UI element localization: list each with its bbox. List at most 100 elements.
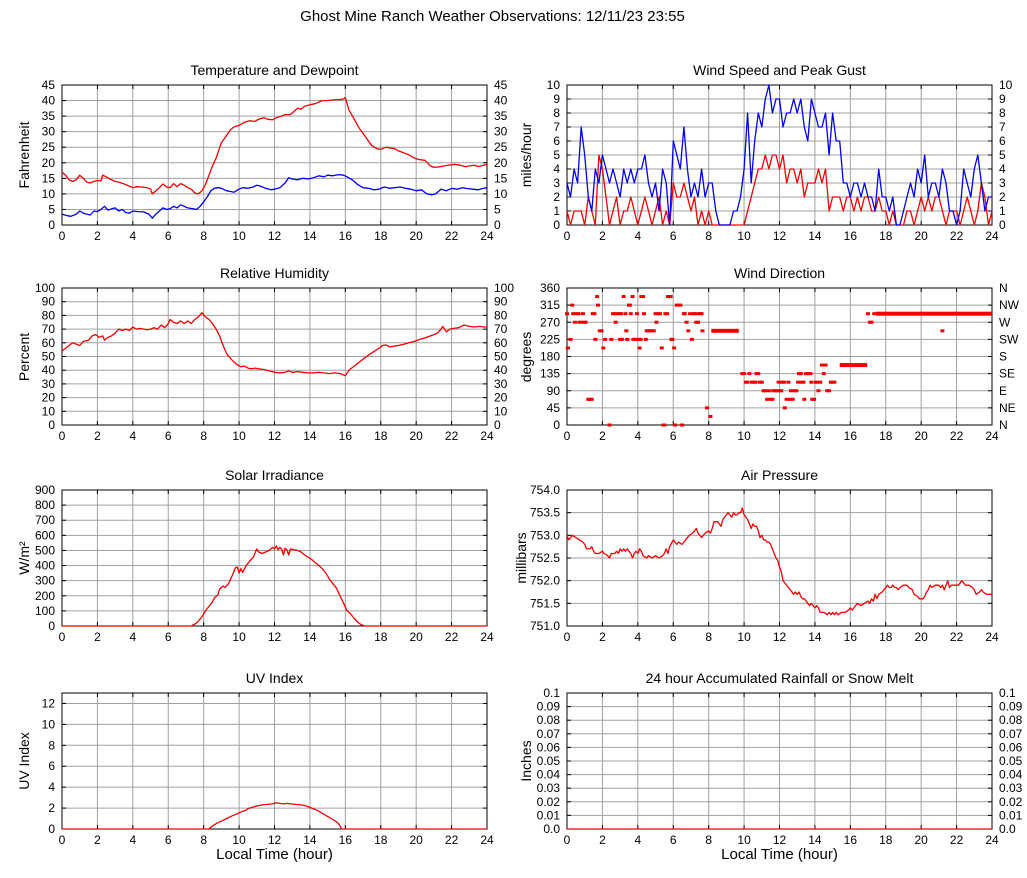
y-tick-label: 5: [553, 148, 560, 162]
y-tick-label: 2: [553, 190, 560, 204]
wind-direction-dot: [699, 312, 704, 316]
y-tick-label: 0: [48, 619, 55, 633]
y-tick-label: 10: [42, 717, 56, 731]
wind-direction-dot: [790, 397, 795, 401]
wind-direction-dot: [627, 303, 632, 307]
wind-direction-dot: [595, 303, 600, 307]
chart-title-temperature-dewpoint: Temperature and Dewpoint: [190, 62, 359, 78]
y-tick-label: 4: [553, 162, 560, 176]
wind-direction-dot: [747, 372, 752, 376]
y-tick-label-right: 7: [999, 120, 1006, 134]
y-tick-label: 751.0: [530, 619, 560, 633]
y-tick-label-right: 90: [494, 295, 508, 309]
x-tick-label: 10: [737, 429, 751, 443]
wind-direction-dot: [641, 295, 646, 299]
x-tick-label: 20: [914, 630, 928, 644]
x-tick-label: 12: [268, 833, 282, 847]
wind-direction-dot: [637, 346, 642, 350]
x-tick-label: 0: [564, 630, 571, 644]
y-tick-label-right: 35: [494, 109, 508, 123]
x-tick-label: 24: [985, 229, 999, 243]
y-tick-label: 400: [35, 559, 55, 573]
x-tick-label: 10: [232, 429, 246, 443]
y-tick-label: 225: [540, 332, 560, 346]
x-tick-label: 18: [374, 429, 388, 443]
chart-wind-speed-gust: 0 2 4 6 8 10 12 14 16 18 20 22 240 01 12 23 34 45 56 67 78 89…: [547, 78, 1013, 243]
wind-direction-dot: [662, 423, 667, 427]
y-axis-label-miles-hour: miles/hour: [518, 122, 534, 188]
y-tick-label: 0: [48, 822, 55, 836]
wind-direction-dot: [589, 397, 594, 401]
y-axis-label-uv-index: UV Index: [16, 732, 32, 790]
wind-direction-dot: [798, 372, 803, 376]
x-tick-label: 6: [165, 630, 172, 644]
wind-direction-dot: [782, 406, 787, 410]
wind-direction-dot: [634, 337, 639, 341]
x-tick-label: 10: [737, 630, 751, 644]
y-axis-label-w-m2: W/m²: [16, 541, 32, 575]
wind-direction-dot: [770, 397, 775, 401]
y-tick-label-right: 0.0: [999, 822, 1016, 836]
x-tick-label: 20: [409, 833, 423, 847]
wind-direction-dot: [659, 346, 664, 350]
wind-direction-dot: [700, 329, 705, 333]
wind-direction-dot: [619, 312, 624, 316]
x-tick-label: 20: [409, 630, 423, 644]
y-tick-label-right: 0.04: [999, 768, 1023, 782]
y-tick-label-right: 25: [494, 140, 508, 154]
y-tick-label: 360: [540, 281, 560, 295]
wind-direction-run: [711, 328, 739, 333]
x-tick-label: 6: [670, 630, 677, 644]
wind-direction-dot: [619, 337, 624, 341]
x-tick-label: 2: [94, 429, 101, 443]
wind-direction-dot: [693, 312, 698, 316]
x-tick-label: 0: [59, 229, 66, 243]
chart-title-relative-humidity: Relative Humidity: [220, 265, 329, 281]
wind-direction-dot: [812, 397, 817, 401]
x-tick-label: 14: [303, 833, 317, 847]
x-tick-label: 0: [564, 833, 571, 847]
y-tick-label: 90: [42, 295, 56, 309]
series-solar_irradiance: [62, 545, 487, 627]
y-tick-label-right: W: [999, 315, 1011, 329]
x-tick-label: 22: [950, 833, 964, 847]
y-tick-label: 0.01: [537, 808, 561, 822]
x-tick-label: 2: [599, 833, 606, 847]
y-tick-label: 20: [42, 391, 56, 405]
wind-direction-dot: [628, 312, 633, 316]
x-tick-label: 20: [409, 229, 423, 243]
y-tick-label: 270: [540, 315, 560, 329]
x-tick-label: 6: [165, 229, 172, 243]
wind-direction-dot: [621, 295, 626, 299]
wind-direction-dot: [820, 363, 824, 367]
x-tick-label: 14: [303, 229, 317, 243]
y-axis-label-inches: Inches: [518, 740, 534, 782]
x-tick-label: 16: [339, 429, 353, 443]
page-title: Ghost Mine Ranch Weather Observations: 1…: [300, 8, 685, 25]
wind-direction-dot: [609, 337, 614, 341]
y-tick-label-right: 6: [999, 134, 1006, 148]
wind-direction-dot: [794, 389, 799, 393]
wind-direction-dot: [802, 397, 807, 401]
x-tick-label: 6: [165, 833, 172, 847]
wind-direction-dot: [580, 312, 585, 316]
y-tick-label: 4: [48, 780, 55, 794]
y-tick-label: 40: [42, 363, 56, 377]
y-tick-label-right: 0.1: [999, 686, 1016, 700]
x-tick-label: 20: [409, 429, 423, 443]
y-tick-label: 30: [42, 125, 56, 139]
wind-direction-dot: [742, 372, 747, 376]
x-tick-label: 10: [737, 229, 751, 243]
x-tick-label: 16: [339, 229, 353, 243]
y-tick-label-right: 30: [494, 125, 508, 139]
chart-air-pressure: 0 2 4 6 8 10 12 14 16 18 20 22 24751.0751.5752.0752.…: [530, 483, 999, 644]
y-tick-label-right: 40: [494, 94, 508, 108]
y-tick-label: 1: [553, 204, 560, 218]
x-tick-label: 24: [985, 630, 999, 644]
wind-direction-dot: [801, 380, 806, 384]
x-tick-label: 8: [200, 833, 207, 847]
wind-direction-dot: [570, 303, 575, 307]
y-tick-label-right: 9: [999, 92, 1006, 106]
y-tick-label: 0: [553, 418, 560, 432]
